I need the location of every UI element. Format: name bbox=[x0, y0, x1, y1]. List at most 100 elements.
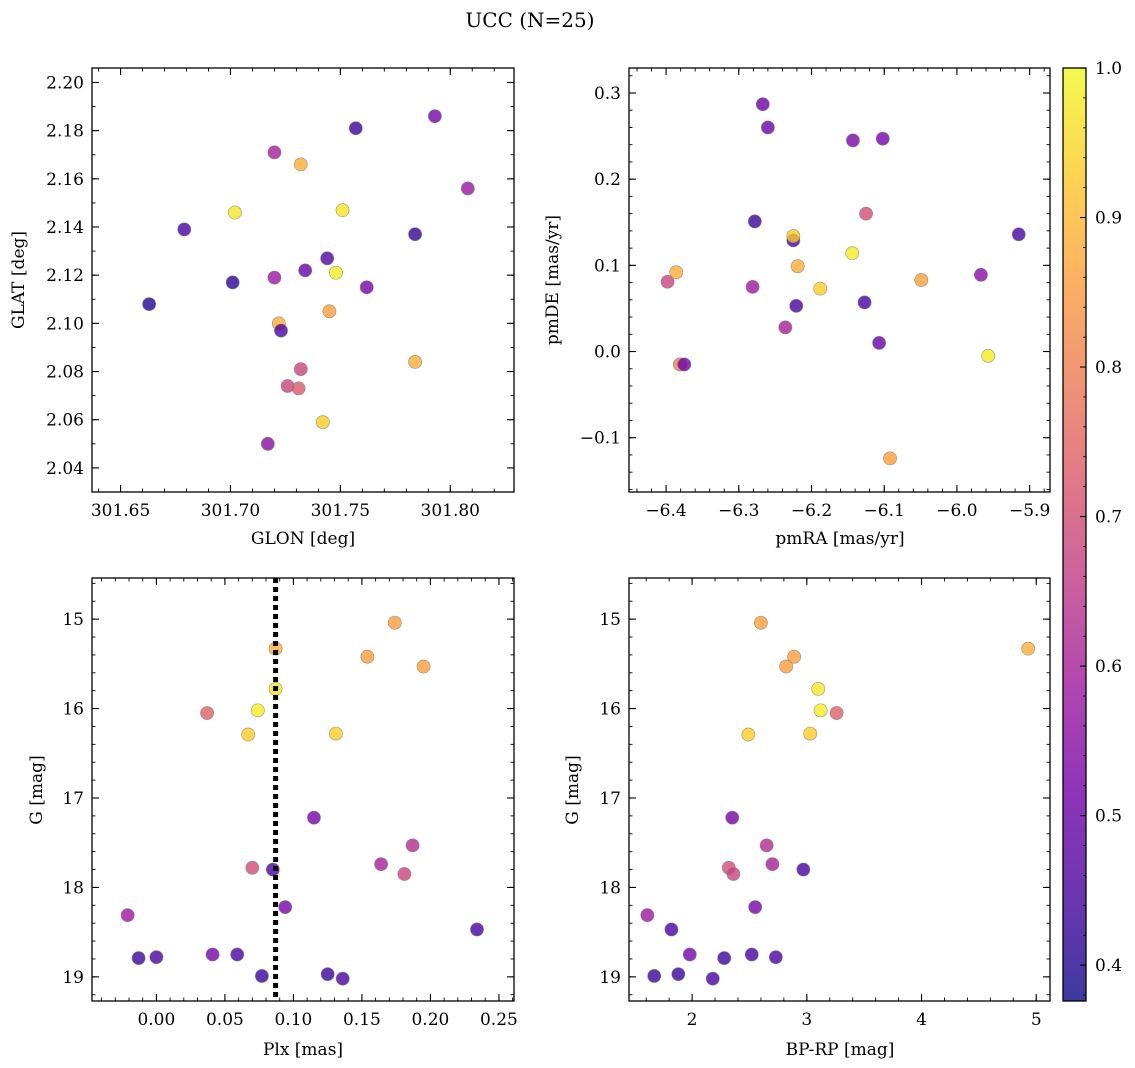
x-tick-label: 0.10 bbox=[274, 1010, 312, 1030]
colorbar-tick-label: 0.9 bbox=[1095, 209, 1122, 229]
data-point bbox=[131, 951, 146, 965]
panel-bprp-g: BP-RP [mag] G [mag] 2 3 4 5 15 16 17 18 19 bbox=[563, 577, 1051, 1060]
colorbar: 0.4 0.5 0.6 0.7 0.8 0.9 1.0 bbox=[1062, 59, 1122, 1002]
y-tick-label: 18 bbox=[599, 878, 621, 898]
data-point bbox=[845, 246, 860, 261]
data-point bbox=[245, 860, 260, 875]
y-tick-label: 2.08 bbox=[46, 363, 84, 383]
data-point bbox=[320, 251, 335, 266]
data-point bbox=[267, 270, 282, 285]
data-point bbox=[677, 357, 692, 372]
x-tick-label: 301.80 bbox=[421, 501, 480, 521]
data-point bbox=[786, 229, 801, 243]
data-point bbox=[298, 263, 313, 278]
data-point bbox=[293, 157, 308, 172]
data-point bbox=[669, 265, 684, 280]
colorbar-tick-label: 0.5 bbox=[1095, 807, 1122, 827]
data-point bbox=[717, 951, 732, 965]
data-point bbox=[846, 133, 860, 148]
data-point bbox=[778, 320, 793, 335]
data-point bbox=[759, 838, 774, 853]
x-tick-label: 0.00 bbox=[137, 1010, 175, 1030]
y-axis-label: G [mag] bbox=[563, 755, 583, 824]
figure-title: UCC (N=25) bbox=[465, 8, 594, 32]
data-point bbox=[320, 967, 335, 982]
data-point bbox=[142, 297, 157, 311]
data-point bbox=[460, 181, 475, 196]
x-tick-label: 0.15 bbox=[343, 1010, 381, 1030]
colorbar-tick-label: 0.7 bbox=[1095, 508, 1122, 528]
x-tick-label: −6.2 bbox=[791, 501, 832, 521]
y-tick-label: 19 bbox=[62, 968, 84, 988]
data-point bbox=[200, 706, 214, 720]
y-tick-label: −0.1 bbox=[580, 429, 621, 449]
data-point bbox=[811, 681, 826, 696]
plot-frame bbox=[91, 577, 515, 1002]
data-point bbox=[875, 131, 890, 146]
data-point bbox=[883, 451, 897, 466]
data-point bbox=[768, 950, 783, 965]
y-axis-label: G [mag] bbox=[27, 755, 47, 824]
data-point bbox=[813, 703, 828, 718]
x-tick-label: 301.75 bbox=[311, 501, 370, 521]
plot-frame bbox=[628, 67, 1051, 493]
colorbar-gradient bbox=[1062, 67, 1087, 1002]
x-tick-label: 3 bbox=[801, 1010, 812, 1030]
data-point bbox=[647, 969, 662, 983]
data-point bbox=[397, 867, 412, 881]
x-tick-label: 301.70 bbox=[201, 501, 260, 521]
data-point bbox=[664, 922, 679, 937]
data-point bbox=[744, 947, 759, 962]
data-point bbox=[348, 121, 363, 136]
data-point bbox=[726, 867, 741, 881]
data-point bbox=[322, 304, 337, 319]
data-point bbox=[660, 274, 675, 289]
data-point bbox=[790, 259, 805, 274]
data-point bbox=[120, 908, 135, 923]
y-axis-label: pmDE [mas/yr] bbox=[543, 215, 563, 345]
x-tick-label: −6.0 bbox=[936, 501, 977, 521]
data-point bbox=[470, 922, 484, 937]
data-point bbox=[360, 649, 375, 664]
x-tick-label: −6.3 bbox=[718, 501, 759, 521]
data-point bbox=[981, 348, 996, 363]
y-tick-label: 2.18 bbox=[46, 122, 84, 142]
data-point bbox=[914, 273, 929, 287]
data-point bbox=[335, 971, 350, 986]
data-point bbox=[205, 947, 220, 962]
data-point bbox=[329, 265, 343, 280]
x-tick-label: −5.9 bbox=[1009, 501, 1050, 521]
data-point bbox=[359, 280, 374, 295]
data-point bbox=[408, 355, 422, 369]
data-point bbox=[857, 295, 872, 310]
colorbar-tick-label: 1.0 bbox=[1095, 59, 1122, 79]
x-tick-label: −6.1 bbox=[864, 501, 905, 521]
data-point bbox=[427, 109, 442, 124]
data-point bbox=[779, 659, 794, 674]
data-point bbox=[859, 206, 873, 221]
panel-glon-glat: GLON [deg] GLAT [deg] 301.65 301.70 301.75… bbox=[9, 67, 515, 549]
data-point bbox=[789, 298, 804, 313]
x-tick-label: 5 bbox=[1031, 1010, 1042, 1030]
y-tick-label: 19 bbox=[599, 968, 621, 988]
data-point bbox=[765, 857, 780, 872]
data-point bbox=[760, 120, 775, 135]
data-point bbox=[755, 97, 770, 112]
data-point bbox=[671, 967, 686, 982]
data-point bbox=[787, 649, 802, 664]
data-point bbox=[813, 281, 828, 296]
data-point bbox=[796, 862, 811, 877]
y-tick-label: 15 bbox=[62, 610, 84, 630]
data-point bbox=[747, 214, 762, 229]
data-point bbox=[387, 615, 402, 630]
data-point bbox=[293, 362, 308, 377]
x-tick-label: 0.05 bbox=[206, 1010, 244, 1030]
data-point bbox=[741, 727, 756, 742]
y-tick-label: 16 bbox=[599, 700, 621, 720]
data-point bbox=[274, 323, 288, 338]
x-tick-label: 2 bbox=[687, 1010, 698, 1030]
y-tick-label: 2.04 bbox=[46, 459, 84, 479]
data-point bbox=[315, 415, 330, 430]
data-point bbox=[872, 336, 887, 350]
